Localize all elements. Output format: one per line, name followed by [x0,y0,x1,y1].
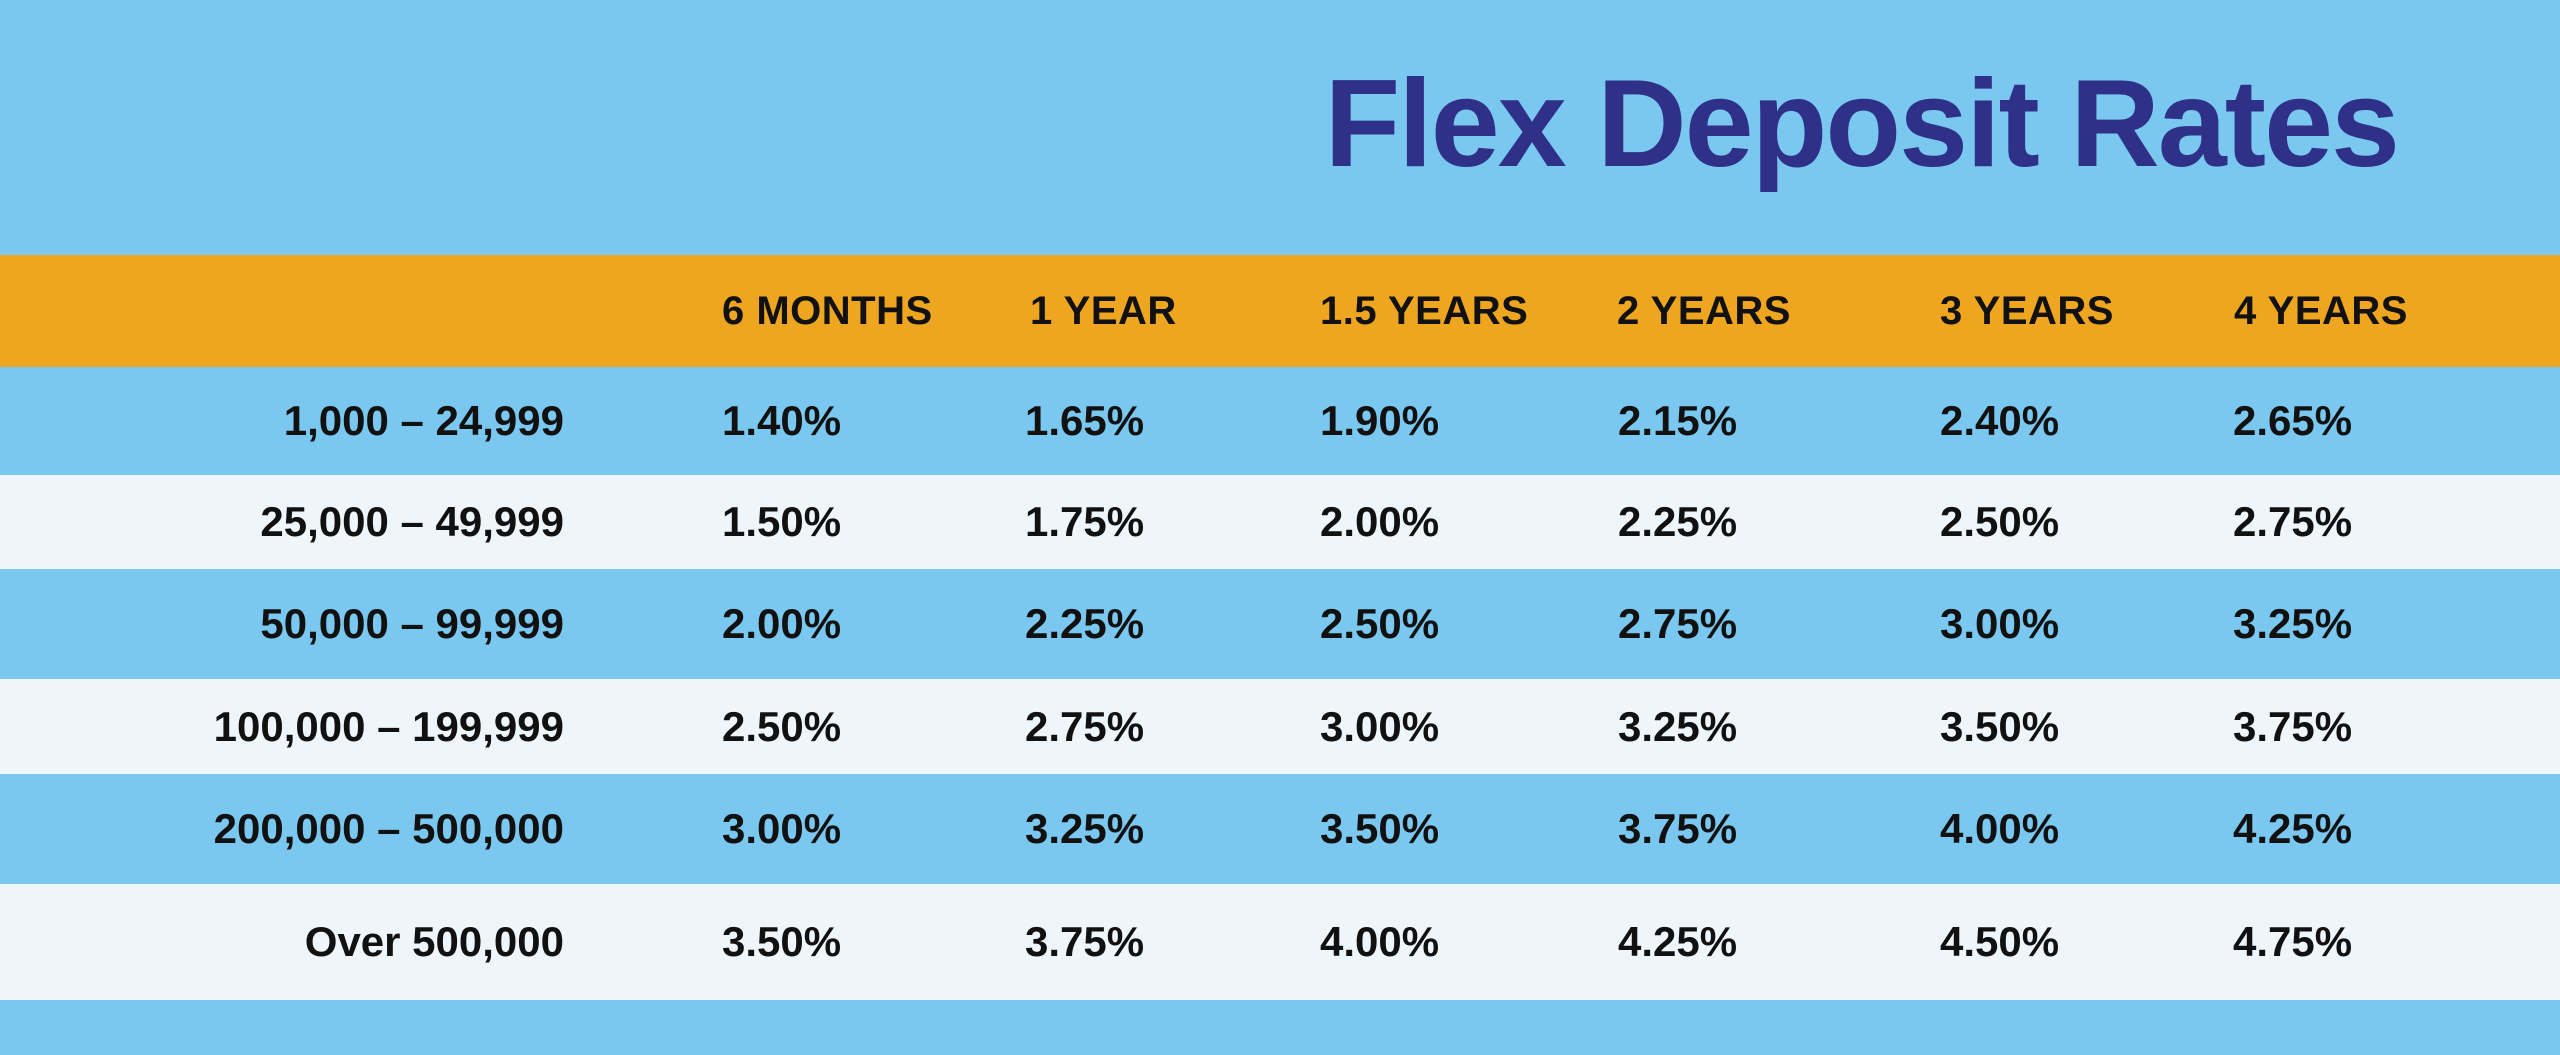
row-label: 200,000 – 500,000 [213,805,564,852]
rate-cell: 3.25% [1618,702,1738,750]
table-row [0,367,2560,475]
rate-cell: 2.75% [2233,498,2353,545]
rate-cell: 2.50% [1320,600,1440,647]
rate-cell: 1.40% [722,397,842,444]
rate-cell: 2.75% [1618,600,1738,647]
rate-cell: 3.50% [1940,702,2060,750]
rate-cell: 3.75% [1618,805,1738,852]
rate-cell: 3.75% [1025,918,1145,965]
rate-cell: 2.15% [1618,397,1738,444]
rate-cell: 3.00% [722,805,842,852]
row-label: Over 500,000 [304,918,564,965]
rate-cell: 4.00% [1320,918,1440,965]
rate-cell: 3.75% [2233,702,2353,750]
rate-cell: 2.00% [1320,498,1440,545]
row-label: 100,000 – 199,999 [213,702,564,750]
rate-cell: 4.50% [1940,918,2060,965]
header-band [0,255,2560,367]
rate-cell: 1.50% [722,498,842,545]
table-row [0,774,2560,884]
rate-cell: 3.00% [1940,600,2060,647]
column-header: 3 YEARS [1940,289,2114,333]
rate-cell: 4.25% [2233,805,2353,852]
rate-cell: 4.25% [1618,918,1738,965]
row-label: 25,000 – 49,999 [260,498,564,545]
rate-cell: 2.00% [722,600,842,647]
rate-cell: 2.25% [1025,600,1145,647]
table-row [0,475,2560,569]
rate-cell: 2.50% [722,702,842,750]
rate-cell: 3.50% [1320,805,1440,852]
column-header: 6 MONTHS [722,289,933,333]
rate-cell: 2.50% [1940,498,2060,545]
column-header: 2 YEARS [1617,289,1791,333]
rate-cell: 2.75% [1025,702,1145,750]
rate-cell: 3.00% [1320,702,1440,750]
table-row [0,679,2560,774]
row-label: 1,000 – 24,999 [283,397,564,444]
rate-cell: 1.90% [1320,397,1440,444]
rate-cell: 1.65% [1025,397,1145,444]
rate-cell: 4.00% [1940,805,2060,852]
table-row [0,569,2560,679]
table-row [0,884,2560,1000]
rate-cell: 2.65% [2233,397,2353,444]
rate-cell: 3.25% [2233,600,2353,647]
rate-cell: 4.75% [2233,918,2353,965]
row-label: 50,000 – 99,999 [260,600,564,647]
column-header: 4 YEARS [2234,289,2408,333]
page-title: Flex Deposit Rates [1324,55,2400,193]
column-header: 1 YEAR [1030,289,1177,333]
rate-cell: 1.75% [1025,498,1145,545]
rate-cell: 2.25% [1618,498,1738,545]
rate-cell: 3.25% [1025,805,1145,852]
column-header: 1.5 YEARS [1320,289,1529,333]
rate-cell: 2.40% [1940,397,2060,444]
rate-cell: 3.50% [722,918,842,965]
